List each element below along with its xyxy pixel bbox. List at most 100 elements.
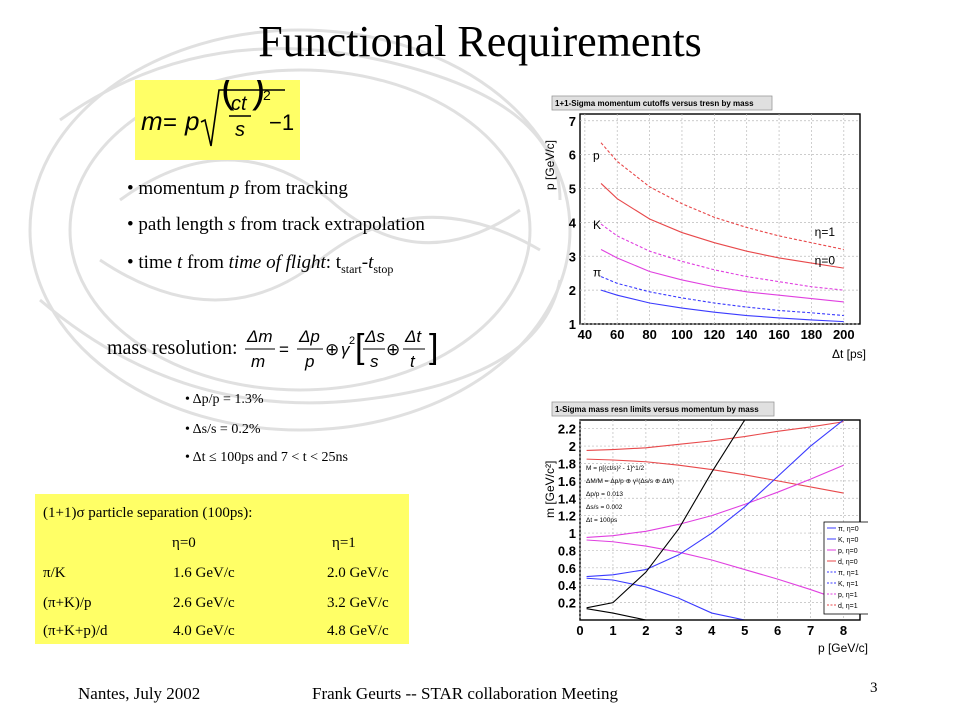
resolution-formula-tail: Δt t ] xyxy=(403,327,438,371)
series-line-π xyxy=(586,608,844,620)
svg-text:=: = xyxy=(279,340,289,359)
x-axis-label: Δt [ps] xyxy=(832,347,866,361)
x-tick-label: 40 xyxy=(578,327,592,342)
svg-text:p: p xyxy=(184,106,199,136)
bullet-path-length: • path length s from track extrapolation xyxy=(127,214,425,235)
svg-text:⊕: ⊕ xyxy=(325,340,339,359)
row-label: (π+K)/p xyxy=(43,595,92,611)
footer-author: Frank Geurts -- STAR collaboration Meeti… xyxy=(312,684,618,703)
resolution-formula: Δm m = Δp p ⊕ γ 2 [ Δs s ⊕ xyxy=(245,327,400,371)
inset-formula-line: M = p[(ct/s)² - 1]^1/2 xyxy=(586,465,645,472)
x-tick-label: 0 xyxy=(576,623,583,638)
column-header-eta1: η=1 xyxy=(332,535,356,551)
chart-title: 1+1-Sigma momentum cutoffs versus tresn … xyxy=(555,99,754,108)
row-value-eta0: 1.6 GeV/c xyxy=(173,565,235,581)
row-label: (π+K+p)/d xyxy=(43,623,108,639)
x-tick-label: 8 xyxy=(840,623,847,638)
y-tick-label: 2 xyxy=(569,439,576,454)
y-axis-label: p [GeV/c] xyxy=(543,140,557,190)
svg-text:t: t xyxy=(410,352,416,371)
series-line-K xyxy=(600,223,844,291)
slide-title: Functional Requirements xyxy=(258,17,702,66)
x-tick-label: 100 xyxy=(671,327,693,342)
row-value-eta0: 4.0 GeV/c xyxy=(173,623,235,639)
resolution-item-path: • Δs/s = 0.2% xyxy=(185,422,261,437)
svg-text:[: [ xyxy=(355,328,365,366)
mass-formula-box: m = p ( ct s ) 2 −1 xyxy=(135,67,300,160)
svg-text:γ: γ xyxy=(341,340,351,359)
x-tick-label: 3 xyxy=(675,623,682,638)
series-line-p xyxy=(586,464,844,538)
chart-title-box xyxy=(551,401,775,417)
resolution-item-momentum: • Δp/p = 1.3% xyxy=(185,392,264,407)
legend-entry: p, η=1 xyxy=(838,592,858,599)
svg-text:2: 2 xyxy=(263,87,271,103)
svg-text:m: m xyxy=(141,106,163,136)
svg-text:Δs: Δs xyxy=(364,327,385,346)
legend-entry: d, η=0 xyxy=(838,559,858,566)
series-line-π xyxy=(600,289,844,323)
y-tick-label: 0.6 xyxy=(558,561,576,576)
svg-text:2: 2 xyxy=(349,335,355,347)
x-tick-label: 5 xyxy=(741,623,748,638)
mass-resolution-plot: 1-Sigma mass resn limits versus momentum… xyxy=(543,401,868,655)
y-tick-label: 2.2 xyxy=(558,422,576,437)
svg-text:]: ] xyxy=(429,328,438,366)
series-line-K xyxy=(586,577,844,620)
momentum-cutoff-plot: 1+1-Sigma momentum cutoffs versus tresn … xyxy=(543,95,866,361)
chart-title-box xyxy=(551,95,773,111)
y-tick-label: 1.4 xyxy=(558,491,577,506)
chart-title: 1-Sigma mass resn limits versus momentum… xyxy=(555,405,759,414)
inset-formula-line: Δp/p = 0.013 xyxy=(586,491,623,498)
separation-table-title: (1+1)σ particle separation (100ps): xyxy=(43,505,253,521)
x-tick-label: 200 xyxy=(833,327,855,342)
y-tick-label: 1 xyxy=(569,526,576,541)
mass-formula: m = p ( ct s ) 2 −1 xyxy=(141,67,294,147)
row-label: π/K xyxy=(43,565,66,581)
y-tick-label: 1.6 xyxy=(558,474,576,489)
row-value-eta1: 3.2 GeV/c xyxy=(327,595,389,611)
y-tick-label: 5 xyxy=(569,182,576,197)
separation-table: (1+1)σ particle separation (100ps): η=0 … xyxy=(35,494,409,644)
y-tick-label: 1.2 xyxy=(558,509,576,524)
star-logo-watermark xyxy=(28,28,572,432)
series-line-d xyxy=(586,421,844,451)
svg-text:=: = xyxy=(163,109,177,136)
y-tick-label: 7 xyxy=(569,114,576,129)
row-value-eta1: 2.0 GeV/c xyxy=(327,565,389,581)
x-tick-label: 7 xyxy=(807,623,814,638)
x-tick-label: 180 xyxy=(801,327,823,342)
svg-text:ct: ct xyxy=(231,93,248,115)
legend-entry: K, η=0 xyxy=(838,537,859,544)
x-tick-label: 160 xyxy=(768,327,790,342)
bullet-dot-icon: • xyxy=(127,252,139,273)
svg-text:s: s xyxy=(370,352,379,371)
x-tick-label: 120 xyxy=(703,327,725,342)
svg-text:Δm: Δm xyxy=(246,327,273,346)
series-line-p xyxy=(586,539,844,602)
svg-text:p: p xyxy=(304,352,314,371)
legend-entry: d, η=1 xyxy=(838,603,858,610)
row-value-eta0: 2.6 GeV/c xyxy=(173,595,235,611)
y-tick-label: 0.4 xyxy=(558,578,577,593)
inset-formula-line: Δt = 100ps xyxy=(586,517,618,524)
x-tick-label: 60 xyxy=(610,327,624,342)
legend-entry: K, η=1 xyxy=(838,581,859,588)
plot-frame xyxy=(579,419,861,621)
x-tick-label: 80 xyxy=(642,327,656,342)
annotation-eta1: η=1 xyxy=(815,225,836,239)
series-line-π xyxy=(586,420,844,609)
bullet-momentum: • momentum p from tracking xyxy=(127,178,348,199)
mass-resolution-label: mass resolution: xyxy=(107,337,238,359)
svg-text:⊕: ⊕ xyxy=(386,340,400,359)
series-line-p xyxy=(600,142,844,251)
y-tick-label: 6 xyxy=(569,148,576,163)
series-line-K xyxy=(600,248,844,303)
inset-formula-line: ΔM/M = Δp/p ⊕ γ²(Δs/s ⊕ Δt/t) xyxy=(586,478,674,485)
series-line-d xyxy=(586,458,844,494)
y-tick-label: 0.2 xyxy=(558,596,576,611)
bullet-time: • time t from time of flight: tstart-tst… xyxy=(127,252,394,276)
x-tick-label: 140 xyxy=(736,327,758,342)
page-number: 3 xyxy=(870,680,878,696)
x-tick-label: 6 xyxy=(774,623,781,638)
